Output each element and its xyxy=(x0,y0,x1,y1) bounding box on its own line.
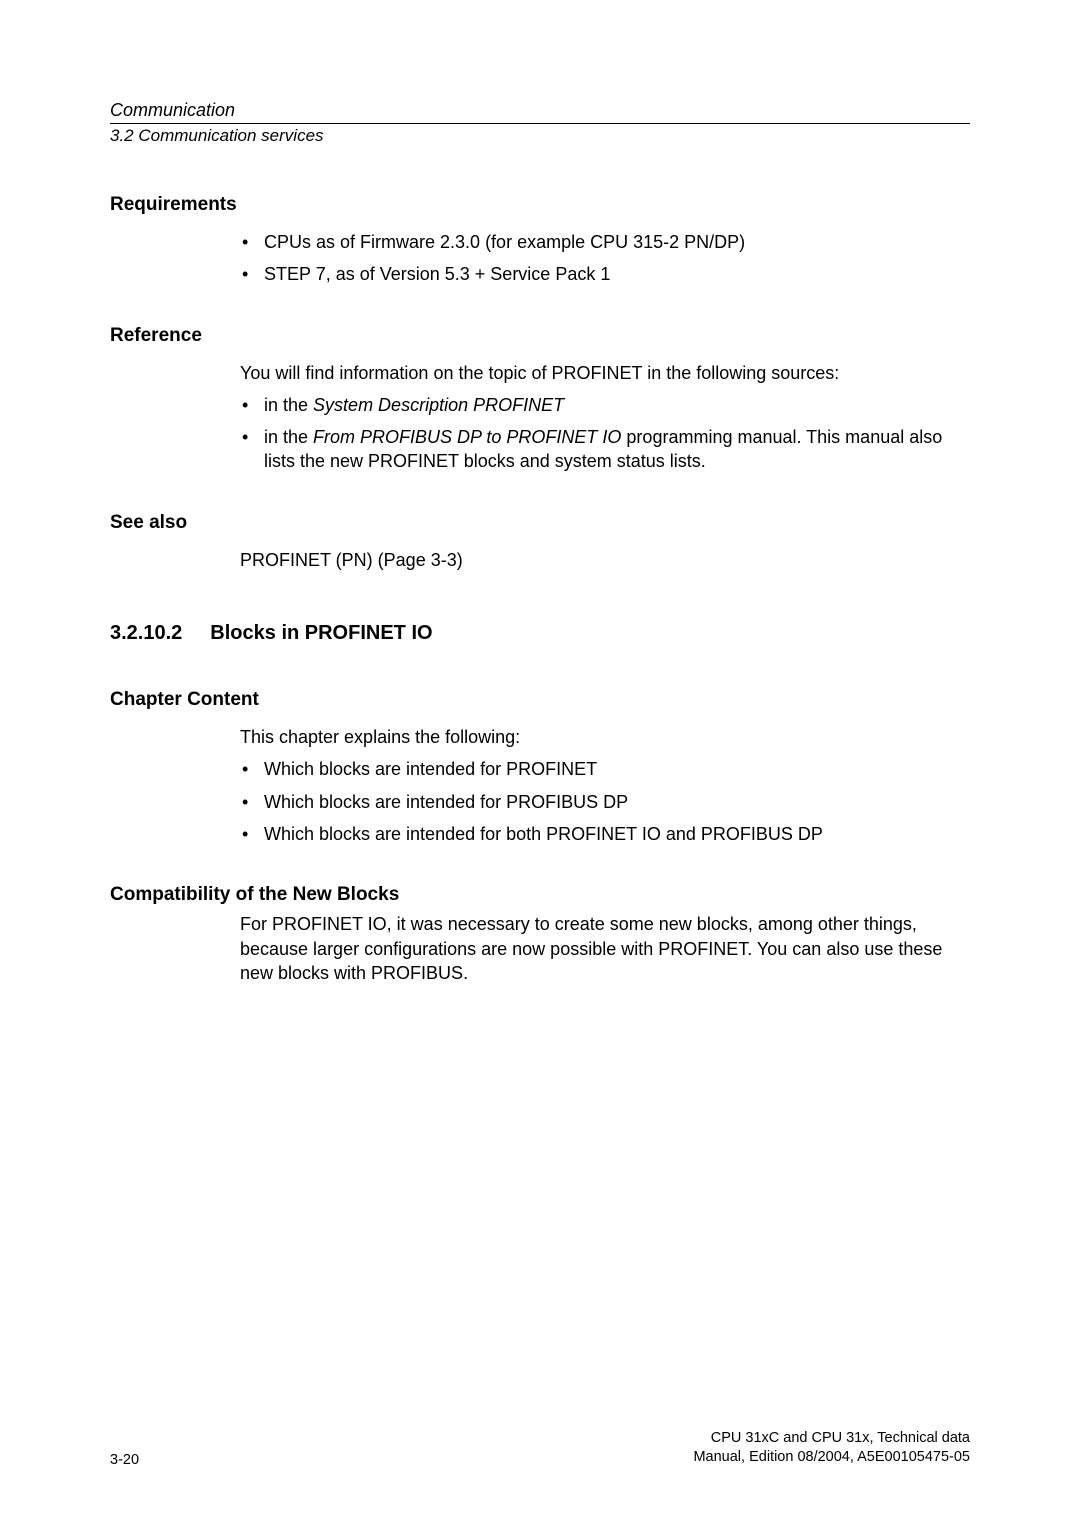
running-head-title: Communication xyxy=(110,100,970,121)
reference-intro: You will find information on the topic o… xyxy=(240,361,970,385)
list-item: Which blocks are intended for both PROFI… xyxy=(240,822,970,846)
italic-text: From PROFIBUS DP to PROFINET IO xyxy=(313,427,621,447)
compatibility-text: For PROFINET IO, it was necessary to cre… xyxy=(240,912,970,985)
chapter-content-block: This chapter explains the following: Whi… xyxy=(240,725,970,846)
section-title: Blocks in PROFINET IO xyxy=(210,622,432,645)
list-item: in the From PROFIBUS DP to PROFINET IO p… xyxy=(240,425,970,474)
list-item: STEP 7, as of Version 5.3 + Service Pack… xyxy=(240,262,970,286)
heading-requirements: Requirements xyxy=(110,194,970,216)
chapter-content-list: Which blocks are intended for PROFINET W… xyxy=(240,757,970,846)
requirements-block: CPUs as of Firmware 2.3.0 (for example C… xyxy=(240,230,970,287)
numbered-heading: 3.2.10.2 Blocks in PROFINET IO xyxy=(110,622,970,645)
list-item: Which blocks are intended for PROFIBUS D… xyxy=(240,790,970,814)
italic-text: System Description PROFINET xyxy=(313,395,564,415)
text-prefix: in the xyxy=(264,427,313,447)
reference-block: You will find information on the topic o… xyxy=(240,361,970,474)
page-container: Communication 3.2 Communication services… xyxy=(0,0,1080,1528)
footer-doc-info: CPU 31xC and CPU 31x, Technical data Man… xyxy=(693,1429,970,1468)
reference-list: in the System Description PROFINET in th… xyxy=(240,393,970,474)
section-number: 3.2.10.2 xyxy=(110,622,182,645)
running-head-rule xyxy=(110,123,970,124)
text-prefix: in the xyxy=(264,395,313,415)
running-head-sub: 3.2 Communication services xyxy=(110,126,970,146)
list-item: CPUs as of Firmware 2.3.0 (for example C… xyxy=(240,230,970,254)
requirements-list: CPUs as of Firmware 2.3.0 (for example C… xyxy=(240,230,970,287)
heading-compatibility: Compatibility of the New Blocks xyxy=(110,884,970,906)
page-footer: 3-20 CPU 31xC and CPU 31x, Technical dat… xyxy=(110,1429,970,1468)
running-head: Communication 3.2 Communication services xyxy=(110,100,970,146)
heading-seealso: See also xyxy=(110,512,970,534)
list-item: Which blocks are intended for PROFINET xyxy=(240,757,970,781)
footer-page-number: 3-20 xyxy=(110,1452,139,1468)
seealso-text: PROFINET (PN) (Page 3-3) xyxy=(240,548,970,572)
footer-line1: CPU 31xC and CPU 31x, Technical data xyxy=(693,1429,970,1449)
heading-reference: Reference xyxy=(110,325,970,347)
compatibility-block: For PROFINET IO, it was necessary to cre… xyxy=(240,912,970,985)
seealso-block: PROFINET (PN) (Page 3-3) xyxy=(240,548,970,572)
footer-line2: Manual, Edition 08/2004, A5E00105475-05 xyxy=(693,1448,970,1468)
list-item: in the System Description PROFINET xyxy=(240,393,970,417)
heading-chapter-content: Chapter Content xyxy=(110,689,970,711)
chapter-content-intro: This chapter explains the following: xyxy=(240,725,970,749)
